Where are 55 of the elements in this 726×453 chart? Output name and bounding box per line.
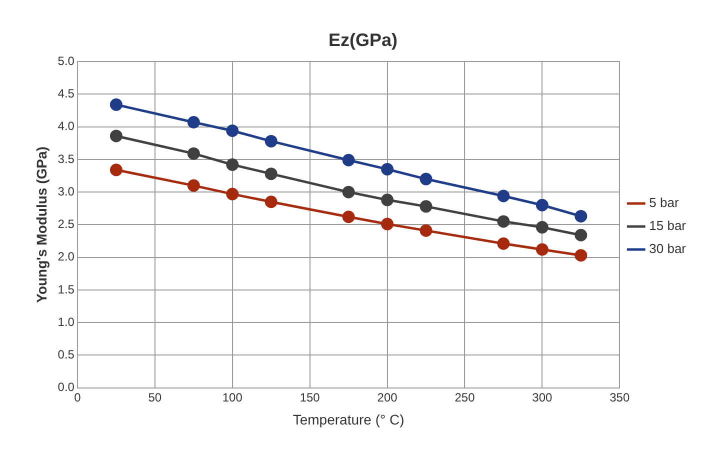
point [574, 228, 588, 242]
y-tick-label: 3.0 [58, 184, 75, 198]
legend-label: 30 bar [649, 241, 687, 256]
x-tick-label: 200 [377, 390, 398, 404]
point [536, 221, 548, 234]
point [420, 172, 432, 186]
point [226, 158, 239, 171]
point [342, 210, 355, 224]
y-tick-label: 1.5 [58, 282, 75, 296]
point [110, 98, 122, 111]
point [264, 168, 278, 180]
point [226, 124, 239, 138]
point [420, 224, 432, 237]
legend-label: 15 bar [649, 218, 687, 234]
x-tick-label: 100 [222, 390, 243, 404]
point [420, 200, 432, 213]
point [187, 147, 200, 160]
x-tick-label: 0 [74, 390, 82, 404]
y-tick-label: 0.5 [58, 347, 75, 362]
y-tick-label: 3.5 [58, 152, 75, 166]
x-tick-label: 50 [148, 390, 162, 404]
x-tick-label: 250 [454, 390, 476, 404]
point [381, 194, 394, 206]
chart-title: Ez(GPa) [328, 30, 398, 50]
point [497, 215, 510, 228]
y-tick-label: 2.5 [58, 217, 75, 232]
x-tick-label: 150 [300, 390, 320, 404]
point [381, 218, 394, 230]
point [110, 130, 122, 142]
point [497, 190, 510, 202]
y-tick-label: 1.0 [58, 314, 75, 329]
y-tick-label: 0.0 [58, 380, 75, 394]
x-tick-label: 350 [610, 390, 630, 404]
point [110, 164, 122, 176]
point [381, 162, 394, 176]
point [264, 134, 278, 148]
point [342, 186, 355, 198]
point [536, 198, 548, 212]
point [497, 237, 510, 250]
y-axis-title: Young's Modulus (GPa) [33, 146, 50, 303]
point [536, 243, 548, 256]
y-tick-label: 5.0 [58, 54, 75, 68]
point [574, 249, 588, 262]
x-axis-title: Temperature (° C) [292, 411, 404, 428]
legend-label: 5 bar [649, 195, 680, 210]
point [187, 116, 200, 129]
y-tick-label: 2.0 [58, 250, 75, 264]
x-tick-label: 300 [532, 390, 553, 404]
y-tick-label: 4.5 [58, 86, 75, 101]
point [187, 179, 200, 192]
point [342, 154, 355, 166]
point [264, 196, 278, 208]
point [574, 210, 588, 222]
y-tick-label: 4.0 [58, 119, 75, 134]
point [226, 188, 239, 200]
